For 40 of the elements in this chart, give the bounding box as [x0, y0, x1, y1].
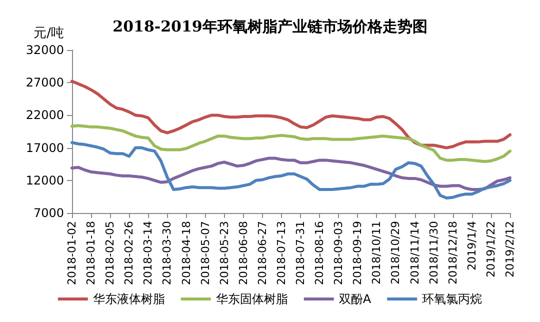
x-tick-label: 2018-05-07: [198, 221, 212, 285]
y-tick-label: 22000: [26, 108, 64, 122]
x-tick-label: 2018/11/14: [408, 221, 422, 284]
y-tick-label: 27000: [26, 76, 64, 90]
line-series: [70, 80, 512, 150]
legend-label: 双酚A: [338, 292, 372, 306]
x-tick-label: 2018/10/29: [389, 221, 402, 284]
line-series: [70, 141, 512, 200]
y-axis-title: 元/吨: [34, 26, 64, 41]
x-tick-label: 2018-07-31: [294, 221, 308, 285]
y-tick-label: 32000: [26, 43, 64, 57]
x-tick-label: 2019/1/22: [484, 221, 498, 278]
x-tick-label: 2019/1/4: [465, 221, 478, 270]
x-tick-label: 2018-09-03: [332, 221, 346, 285]
x-tick-label: 2018-03-14: [142, 221, 155, 285]
x-tick-label: 2018-02-05: [104, 221, 117, 285]
x-tick-label: 2018-06-27: [256, 221, 269, 285]
x-tick-label: 2019/2/12: [504, 221, 516, 278]
x-tick-label: 2018-05-23: [218, 221, 231, 285]
y-tick-label: 12000: [26, 173, 64, 188]
x-tick-label: 2018-06-08: [236, 221, 250, 285]
chart-title: 2018-2019年环氧树脂产业链市场价格走势图: [112, 18, 428, 36]
x-tick-label: 2018-01-02: [66, 221, 78, 285]
line-series: [70, 124, 512, 163]
x-tick-label: 2018-04-18: [180, 221, 193, 285]
x-tick-label: 2018-02-26: [122, 221, 136, 285]
legend-label: 环氧氯丙烷: [422, 292, 482, 306]
x-tick-label: 2018/12/18: [446, 221, 460, 284]
legend-label: 华东液体树脂: [92, 292, 165, 306]
x-tick-label: 2018/10/11: [370, 221, 384, 284]
x-tick-label: 2018/11/30: [427, 221, 440, 284]
x-tick-label: 2018-08-16: [313, 221, 326, 285]
x-tick-label: 2018-01-18: [84, 221, 98, 285]
x-tick-label: 2018-03-30: [160, 221, 174, 285]
line-series: [70, 156, 512, 192]
y-tick-label: 17000: [26, 140, 64, 155]
x-tick-label: 2018-09-19: [351, 221, 364, 285]
legend-label: 华东固体树脂: [216, 292, 288, 306]
y-tick-label: 7000: [33, 206, 64, 220]
x-tick-label: 2018-07-13: [274, 221, 288, 285]
